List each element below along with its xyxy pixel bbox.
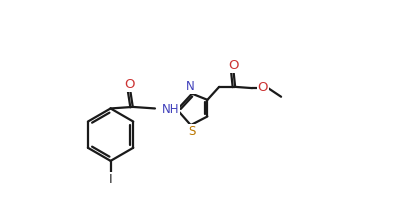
Text: O: O bbox=[258, 81, 268, 94]
Text: S: S bbox=[189, 125, 196, 138]
Text: N: N bbox=[186, 80, 195, 93]
Text: O: O bbox=[124, 78, 135, 91]
Text: NH: NH bbox=[162, 103, 179, 116]
Text: I: I bbox=[109, 173, 112, 186]
Text: O: O bbox=[228, 59, 239, 72]
